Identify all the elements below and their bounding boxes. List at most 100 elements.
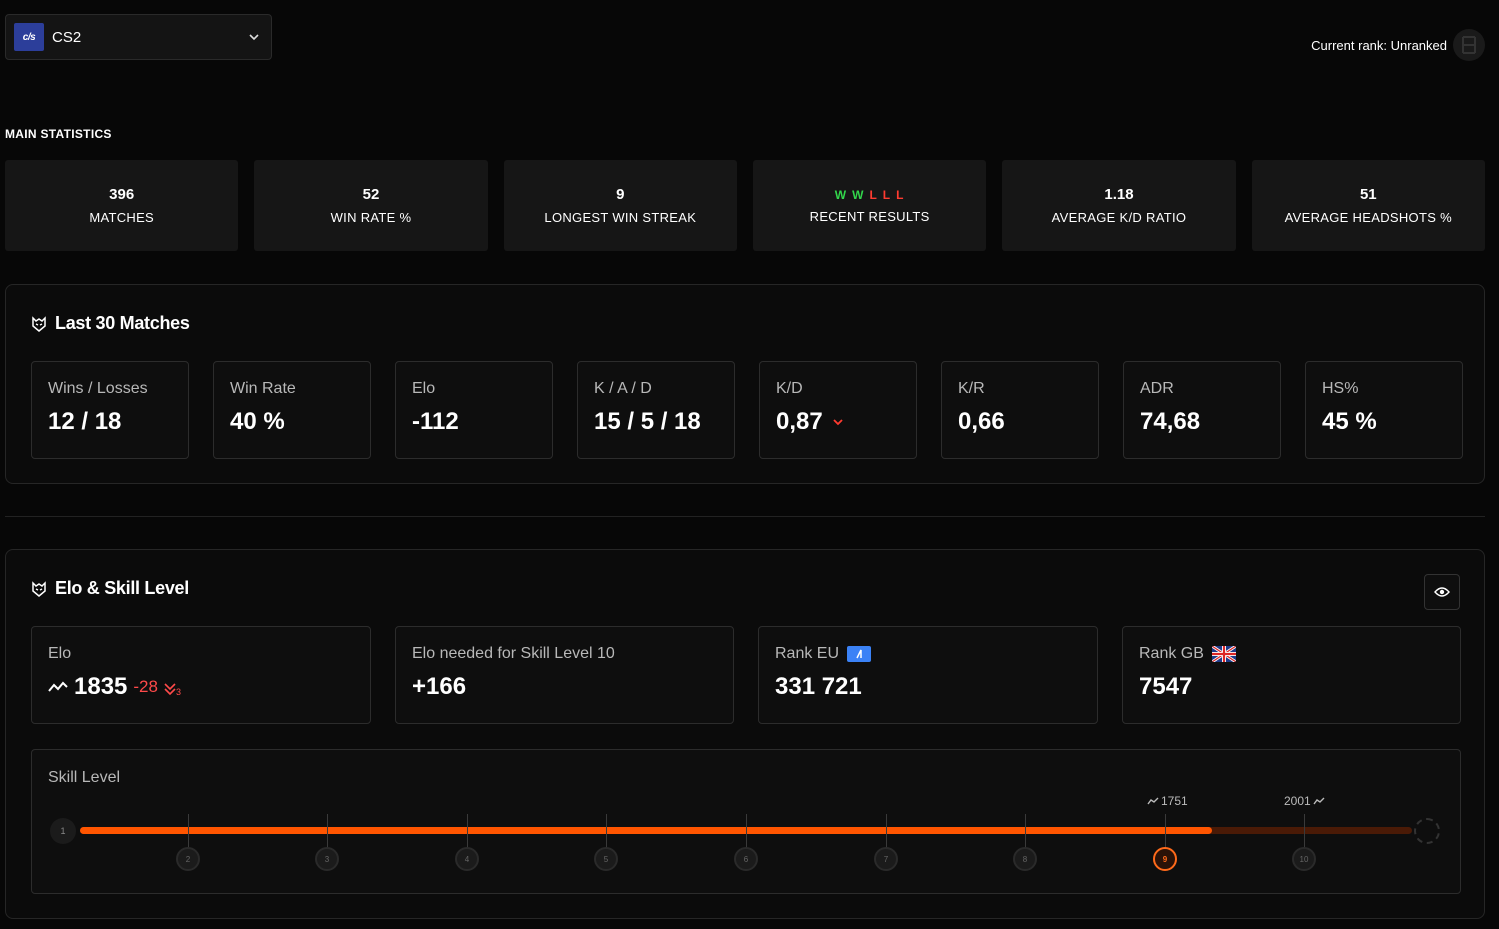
stat-label: WIN RATE % (330, 210, 412, 225)
card-elo-needed: Elo needed for Skill Level 10 +166 (395, 626, 734, 724)
chevron-down-icon (249, 34, 259, 41)
result-badge: L (869, 187, 878, 202)
stat-value: 9 (616, 186, 625, 203)
skill-progress-fill (80, 827, 1212, 834)
card-label: Elo needed for Skill Level 10 (412, 645, 615, 662)
elo-delta-count: 3 (175, 687, 181, 697)
card-kad: K / A / D 15 / 5 / 18 (577, 361, 735, 459)
stat-value: 396 (109, 186, 135, 203)
card-label: Win Rate (230, 380, 296, 397)
card-value: 12 / 18 (48, 408, 122, 435)
card-label: K/D (776, 380, 803, 397)
stat-recent-results: W W L L L RECENT RESULTS (752, 160, 987, 251)
skill-level-label: Skill Level (48, 769, 121, 786)
skill-level-9-icon: 9 (1153, 847, 1177, 871)
skill-level-6-icon: 6 (734, 847, 758, 871)
card-value: -112 (412, 408, 459, 435)
card-value: 15 / 5 / 18 (594, 408, 701, 435)
card-kd: K/D 0,87 (759, 361, 917, 459)
threshold-next-value: 2001 (1284, 794, 1311, 808)
elo-cards: Elo 1835 -28 3 Elo needed for Skill Leve… (31, 626, 1461, 724)
trend-line-icon (48, 681, 68, 692)
elo-delta-value: -28 (133, 677, 158, 696)
elo-delta: -28 3 (133, 677, 181, 697)
stat-average-headshots: 51 AVERAGE HEADSHOTS % (1251, 160, 1485, 251)
eye-icon (1434, 587, 1450, 597)
stat-label: MATCHES (89, 210, 155, 225)
stat-longest-win-streak: 9 LONGEST WIN STREAK (503, 160, 737, 251)
card-value: 7547 (1139, 673, 1193, 700)
main-statistics: 396 MATCHES 52 WIN RATE % 9 LONGEST WIN … (5, 160, 1485, 251)
threshold-next: 2001 (1284, 794, 1325, 808)
last-matches-panel: Last 30 Matches Wins / Losses 12 / 18 Wi… (5, 284, 1485, 484)
stat-label: AVERAGE HEADSHOTS % (1284, 210, 1452, 225)
recent-results: W W L L L (835, 188, 905, 202)
skill-level-4-icon: 4 (455, 847, 479, 871)
card-value: 45 % (1322, 408, 1377, 435)
card-value: 40 % (230, 408, 285, 435)
skill-level-3-icon: 3 (315, 847, 339, 871)
section-divider (5, 516, 1485, 517)
skill-tick (1165, 814, 1166, 854)
skill-tick (188, 814, 189, 854)
card-value: 0,66 (958, 408, 1005, 435)
skill-level-card: Skill Level 1751 2001 1 2 3 4 5 6 7 8 9 … (31, 749, 1461, 894)
skill-level-1-icon: 1 (50, 818, 76, 844)
card-rank-eu: Rank EU 331 721 (758, 626, 1098, 724)
wolf-icon (32, 315, 46, 332)
stat-value: 52 (362, 186, 380, 203)
card-label: HS% (1322, 380, 1359, 397)
card-label: Wins / Losses (48, 380, 148, 397)
skill-tick (746, 814, 747, 854)
card-label: ADR (1140, 380, 1174, 397)
card-hs: HS% 45 % (1305, 361, 1463, 459)
card-value: 74,68 (1140, 408, 1201, 435)
card-value: 0,87 (776, 408, 823, 435)
rank-badge-icon (1453, 29, 1485, 61)
panel-title-text: Last 30 Matches (55, 313, 190, 333)
game-selector[interactable]: c/s CS2 (5, 14, 272, 60)
card-wins-losses: Wins / Losses 12 / 18 (31, 361, 189, 459)
eu-flag-icon (847, 645, 872, 662)
stat-label: AVERAGE K/D RATIO (1051, 210, 1187, 225)
trend-down-icon (833, 419, 843, 426)
card-current-elo: Elo 1835 -28 3 (31, 626, 371, 724)
card-win-rate: Win Rate 40 % (213, 361, 371, 459)
card-label: Elo (412, 380, 436, 397)
skill-tick (1025, 814, 1026, 854)
result-badge: L (896, 187, 905, 202)
stat-label: LONGEST WIN STREAK (544, 210, 697, 225)
current-rank: Current rank: Unranked (1311, 28, 1485, 62)
card-label: Elo (48, 645, 72, 662)
stat-matches: 396 MATCHES (5, 160, 239, 251)
card-label: Rank GB (1139, 645, 1444, 663)
stat-win-rate: 52 WIN RATE % (254, 160, 488, 251)
result-badge: W (852, 187, 865, 202)
gb-flag-icon (1212, 645, 1237, 662)
card-rank-gb: Rank GB 7547 (1122, 626, 1461, 724)
card-value: 331 721 (775, 673, 862, 700)
result-badge: L (882, 187, 892, 202)
last-matches-cards: Wins / Losses 12 / 18 Win Rate 40 % Elo … (31, 361, 1463, 459)
skill-tick (886, 814, 887, 854)
skill-tick (606, 814, 607, 854)
last-matches-title: Last 30 Matches (31, 313, 190, 334)
stat-label: RECENT RESULTS (809, 208, 930, 224)
stat-average-kd: 1.18 AVERAGE K/D RATIO (1002, 160, 1236, 251)
skill-level-8-icon: 8 (1013, 847, 1037, 871)
card-elo: Elo -112 (395, 361, 553, 459)
skill-tick (1304, 814, 1305, 854)
stat-value: 1.18 (1104, 186, 1134, 203)
game-name: CS2 (52, 28, 82, 46)
card-label: Rank EU (775, 645, 1081, 663)
panel-title-text: Elo & Skill Level (55, 578, 189, 598)
rank-gb-label: Rank GB (1139, 645, 1204, 662)
skill-level-2-icon: 2 (176, 847, 200, 871)
rank-eu-label: Rank EU (775, 645, 840, 662)
skill-level-max-icon (1414, 818, 1440, 844)
skill-level-7-icon: 7 (874, 847, 898, 871)
card-label: K / A / D (594, 380, 652, 397)
toggle-visibility-button[interactable] (1424, 574, 1460, 610)
skill-level-10-icon: 10 (1292, 847, 1316, 871)
skill-level-5-icon: 5 (594, 847, 618, 871)
